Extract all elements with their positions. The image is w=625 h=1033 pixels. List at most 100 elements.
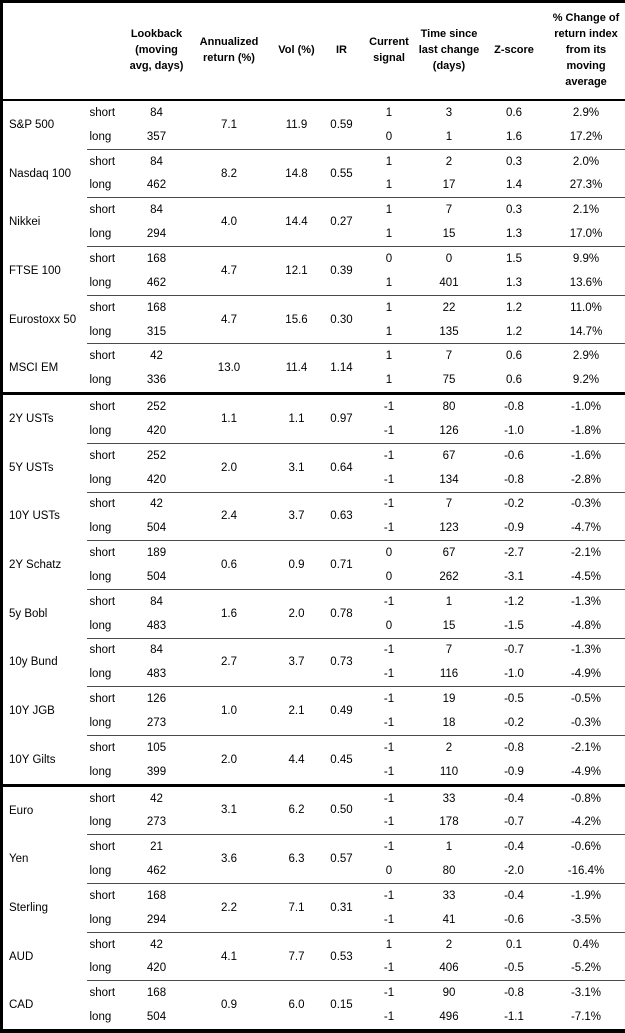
signal-cell: 1 (362, 271, 417, 295)
annualized-return-cell: 8.2 (187, 149, 272, 198)
horizon-cell: long (87, 859, 127, 883)
ir-cell: 0.31 (322, 884, 362, 933)
pct-change-cell: -1.0% (547, 394, 625, 419)
signal-cell: -1 (362, 981, 417, 1005)
asset-name-cell: Sterling (2, 884, 87, 933)
signal-cell: 1 (362, 320, 417, 344)
ir-cell: 0.73 (322, 638, 362, 687)
zscore-cell: -0.2 (482, 492, 547, 516)
pct-change-cell: -4.9% (547, 760, 625, 785)
horizon-cell: long (87, 662, 127, 686)
pct-change-cell: -0.8% (547, 785, 625, 810)
time-since-change-cell: 2 (417, 735, 482, 759)
ir-cell: 0.53 (322, 932, 362, 981)
annualized-return-cell: 13.0 (187, 344, 272, 394)
asset-name-cell: Nasdaq 100 (2, 149, 87, 198)
time-since-change-cell: 1 (417, 589, 482, 613)
vol-cell: 2.0 (272, 589, 322, 638)
lookback-cell: 84 (127, 638, 187, 662)
horizon-cell: short (87, 541, 127, 565)
col-header-zscore: Z-score (482, 2, 547, 101)
vol-cell: 14.4 (272, 198, 322, 247)
signal-cell: -1 (362, 711, 417, 735)
pct-change-cell: -2.1% (547, 541, 625, 565)
zscore-cell: -3.1 (482, 565, 547, 589)
pct-change-cell: 27.3% (547, 174, 625, 198)
pct-change-cell: -0.5% (547, 687, 625, 711)
lookback-cell: 420 (127, 468, 187, 492)
zscore-cell: -0.8 (482, 394, 547, 419)
ir-cell: 0.30 (322, 295, 362, 344)
lookback-cell: 42 (127, 492, 187, 516)
col-header-vol: Vol (%) (272, 2, 322, 101)
annualized-return-cell: 0.6 (187, 541, 272, 590)
ir-cell: 0.49 (322, 687, 362, 736)
asset-name-cell: 2Y USTs (2, 394, 87, 444)
vol-cell: 4.4 (272, 735, 322, 785)
zscore-cell: -0.4 (482, 785, 547, 810)
vol-cell: 14.8 (272, 149, 322, 198)
horizon-cell: short (87, 638, 127, 662)
horizon-cell: long (87, 320, 127, 344)
lookback-cell: 420 (127, 957, 187, 981)
asset-name-cell: MSCI EM (2, 344, 87, 394)
signal-cell: 1 (362, 222, 417, 246)
time-since-change-cell: 7 (417, 344, 482, 368)
time-since-change-cell: 406 (417, 957, 482, 981)
lookback-cell: 420 (127, 419, 187, 443)
time-since-change-cell: 15 (417, 222, 482, 246)
zscore-cell: -2.7 (482, 541, 547, 565)
pct-change-cell: -1.8% (547, 419, 625, 443)
pct-change-cell: -2.8% (547, 468, 625, 492)
col-header-ir: IR (322, 2, 362, 101)
lookback-cell: 462 (127, 271, 187, 295)
ir-cell: 0.39 (322, 247, 362, 296)
pct-change-cell: -7.1% (547, 1005, 625, 1031)
asset-name-cell: 5Y USTs (2, 443, 87, 492)
ir-cell: 0.55 (322, 149, 362, 198)
ir-cell: 0.63 (322, 492, 362, 541)
lookback-cell: 504 (127, 565, 187, 589)
vol-cell: 7.1 (272, 884, 322, 933)
pct-change-cell: 11.0% (547, 295, 625, 319)
horizon-cell: long (87, 174, 127, 198)
lookback-cell: 462 (127, 859, 187, 883)
lookback-cell: 42 (127, 785, 187, 810)
time-since-change-cell: 135 (417, 320, 482, 344)
pct-change-cell: 0.4% (547, 932, 625, 956)
lookback-cell: 399 (127, 760, 187, 785)
signal-cell: 0 (362, 541, 417, 565)
zscore-cell: 1.5 (482, 247, 547, 271)
zscore-cell: 1.2 (482, 295, 547, 319)
horizon-cell: short (87, 735, 127, 759)
ir-cell: 0.59 (322, 100, 362, 149)
horizon-cell: long (87, 222, 127, 246)
horizon-cell: short (87, 785, 127, 810)
signal-cell: -1 (362, 516, 417, 540)
signal-cell: 0 (362, 614, 417, 638)
time-since-change-cell: 67 (417, 541, 482, 565)
horizon-cell: short (87, 247, 127, 271)
zscore-cell: 0.1 (482, 932, 547, 956)
annualized-return-cell: 3.1 (187, 785, 272, 835)
time-since-change-cell: 2 (417, 932, 482, 956)
time-since-change-cell: 123 (417, 516, 482, 540)
horizon-cell: long (87, 760, 127, 785)
signal-cell: -1 (362, 589, 417, 613)
asset-name-cell: S&P 500 (2, 100, 87, 149)
annualized-return-cell: 4.7 (187, 247, 272, 296)
horizon-cell: long (87, 565, 127, 589)
zscore-cell: 1.6 (482, 125, 547, 149)
zscore-cell: -0.4 (482, 835, 547, 859)
vol-cell: 11.9 (272, 100, 322, 149)
vol-cell: 11.4 (272, 344, 322, 394)
lookback-cell: 504 (127, 1005, 187, 1031)
